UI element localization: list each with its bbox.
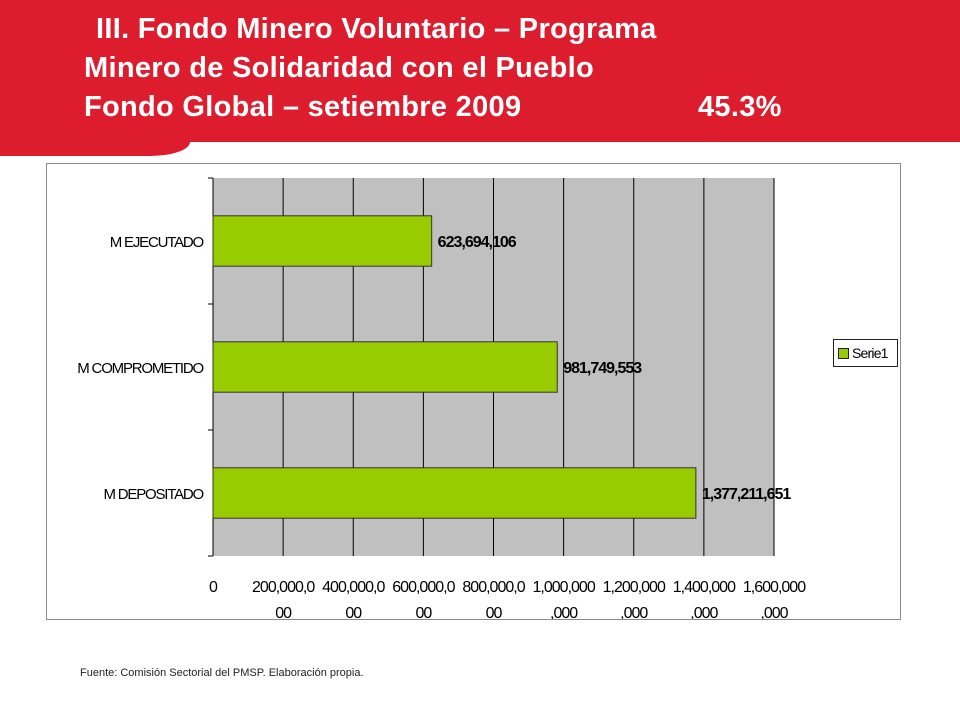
- x-tick-label: 800,000,0: [462, 579, 525, 596]
- x-tick-label-cont: ,000: [620, 605, 648, 619]
- x-tick-label-cont: 00: [275, 605, 292, 619]
- header-band: [0, 0, 960, 142]
- x-tick-label: 1,600,000: [743, 579, 806, 596]
- source-note: Fuente: Comisión Sectorial del PMSP. Ela…: [80, 667, 364, 679]
- data-label: 623,694,106: [438, 234, 517, 251]
- x-tick-label: 400,000,0: [322, 579, 385, 596]
- x-tick-label: 0: [209, 579, 218, 596]
- x-tick-label-cont: ,000: [550, 605, 578, 619]
- x-tick-label-cont: 00: [486, 605, 503, 619]
- x-tick-label: 1,200,000: [603, 579, 666, 596]
- bar-chart: 0 200,000,0 00 400,000,0 00 600,000,0 00 800,00…: [77, 177, 807, 619]
- bar: [212, 467, 697, 519]
- x-tick-label-cont: ,000: [760, 605, 788, 619]
- bar: [212, 215, 433, 267]
- category-label: M EJECUTADO: [110, 234, 204, 251]
- x-tick-label: 1,000,000: [533, 579, 596, 596]
- x-tick-label-cont: ,000: [690, 605, 718, 619]
- chart-legend: Serie1: [833, 339, 898, 367]
- category-label: M COMPROMETIDO: [77, 360, 203, 377]
- data-label: 1,377,211,651: [702, 486, 792, 503]
- chart-frame: 0 200,000,0 00 400,000,0 00 600,000,0 00 800,00…: [46, 163, 901, 620]
- title-line-2: Minero de Solidaridad con el Pueblo: [84, 52, 595, 84]
- legend-swatch: [838, 347, 849, 359]
- legend-label: Serie1: [852, 345, 888, 361]
- x-tick-label: 200,000,0: [252, 579, 315, 596]
- title-line-1: III. Fondo Minero Voluntario – Programa: [96, 13, 657, 45]
- x-tick-label-cont: 00: [345, 605, 362, 619]
- x-tick-label-cont: 00: [415, 605, 432, 619]
- x-tick-label: 600,000,0: [392, 579, 455, 596]
- bar: [212, 341, 558, 393]
- category-label: M DEPOSITADO: [104, 486, 204, 503]
- slide-title: III. Fondo Minero Voluntario – Programa …: [84, 10, 924, 127]
- title-percentage: 45.3%: [698, 91, 782, 123]
- data-label: 981,749,553: [563, 360, 642, 377]
- x-tick-label: 1,400,000: [673, 579, 736, 596]
- title-line-3: Fondo Global – setiembre 2009: [84, 91, 522, 123]
- header-notch: [0, 142, 190, 156]
